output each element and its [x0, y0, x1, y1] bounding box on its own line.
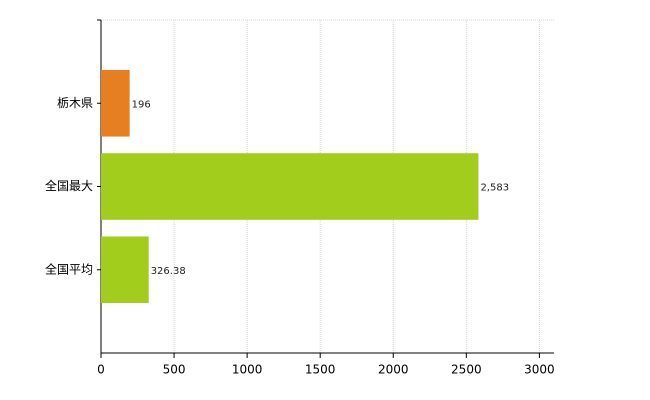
bar — [101, 236, 149, 304]
y-tick-label: 栃木県 — [57, 96, 93, 110]
value-label: 2,583 — [480, 183, 509, 194]
value-label: 326.38 — [151, 266, 186, 277]
x-tick-label: 1000 — [232, 363, 263, 377]
x-tick-label: 2500 — [451, 363, 482, 377]
bar — [101, 69, 130, 137]
x-tick-label: 1500 — [305, 363, 336, 377]
x-tick-label: 0 — [97, 363, 105, 377]
x-tick-label: 3000 — [524, 363, 555, 377]
bar — [101, 153, 479, 220]
x-tick-label: 2000 — [378, 363, 409, 377]
value-label: 196 — [132, 99, 151, 110]
y-tick-label: 全国平均 — [45, 261, 93, 276]
x-tick-label: 500 — [163, 363, 186, 377]
y-tick-label: 全国最大 — [45, 178, 93, 193]
